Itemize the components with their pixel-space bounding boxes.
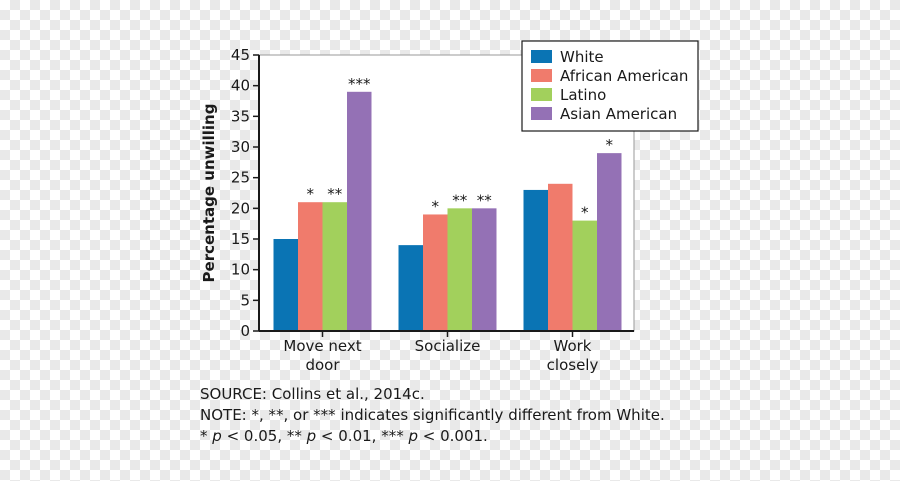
bar (597, 153, 622, 331)
bar (347, 91, 372, 331)
y-tick-label: 20 (231, 199, 250, 217)
bar (398, 245, 423, 331)
significance-label: ** (327, 185, 343, 203)
p-note-prefix: * (200, 427, 213, 445)
legend-label: Latino (560, 86, 606, 104)
legend-swatch (531, 50, 552, 63)
significance-label: * (581, 204, 589, 222)
significance-label: ** (452, 191, 468, 209)
y-tick-label: 40 (231, 77, 250, 95)
legend-swatch (531, 69, 552, 82)
source-note: SOURCE: Collins et al., 2014c. (200, 385, 425, 403)
p-value-note: * p < 0.05, ** p < 0.01, *** p < 0.001. (200, 426, 665, 447)
x-category-label-line: closely (547, 356, 599, 374)
p-note-text: < 0.05, ** (221, 427, 307, 445)
y-tick-label: 10 (231, 261, 250, 279)
significance-label: * (606, 136, 614, 154)
y-tick-label: 30 (231, 138, 250, 156)
legend-label: Asian American (560, 105, 677, 123)
bar (523, 189, 548, 331)
x-category-label-line: Move next (283, 337, 361, 355)
legend-label: White (560, 48, 604, 66)
x-category-label: Work closely (547, 337, 599, 374)
y-tick-label: 45 (231, 46, 250, 64)
legend-swatch (531, 107, 552, 120)
p-note-text: < 0.001. (418, 427, 488, 445)
y-tick-label: 25 (231, 169, 250, 187)
bar (472, 208, 497, 331)
bar (298, 202, 323, 331)
x-category-label: Socialize (415, 337, 481, 355)
p-note-text: < 0.01, *** (316, 427, 409, 445)
chart-notes: SOURCE: Collins et al., 2014c. NOTE: *, … (200, 384, 665, 447)
bar (322, 202, 347, 331)
legend-swatch (531, 88, 552, 101)
x-category-label-line: Socialize (415, 337, 481, 355)
bar (572, 220, 597, 331)
significance-label: ** (477, 191, 493, 209)
bar (548, 183, 573, 331)
bar (423, 214, 448, 331)
y-tick-label: 0 (240, 322, 250, 340)
significance-label: *** (348, 75, 371, 93)
p-symbol: p (212, 427, 222, 445)
bar (273, 239, 298, 331)
y-axis-title: Percentage unwilling (200, 104, 218, 283)
y-tick-label: 35 (231, 107, 250, 125)
significance-note: NOTE: *, **, or *** indicates significan… (200, 406, 665, 424)
p-symbol: p (306, 427, 317, 445)
bar (447, 208, 472, 331)
significance-label: * (307, 185, 315, 203)
legend-label: African American (560, 67, 688, 85)
significance-label: * (432, 197, 440, 215)
y-tick-label: 5 (240, 291, 250, 309)
x-category-label-line: Work (554, 337, 592, 355)
y-tick-label: 15 (231, 230, 250, 248)
x-category-label: Move next door (283, 337, 361, 374)
p-symbol: p (408, 427, 418, 445)
x-category-label-line: door (305, 356, 340, 374)
